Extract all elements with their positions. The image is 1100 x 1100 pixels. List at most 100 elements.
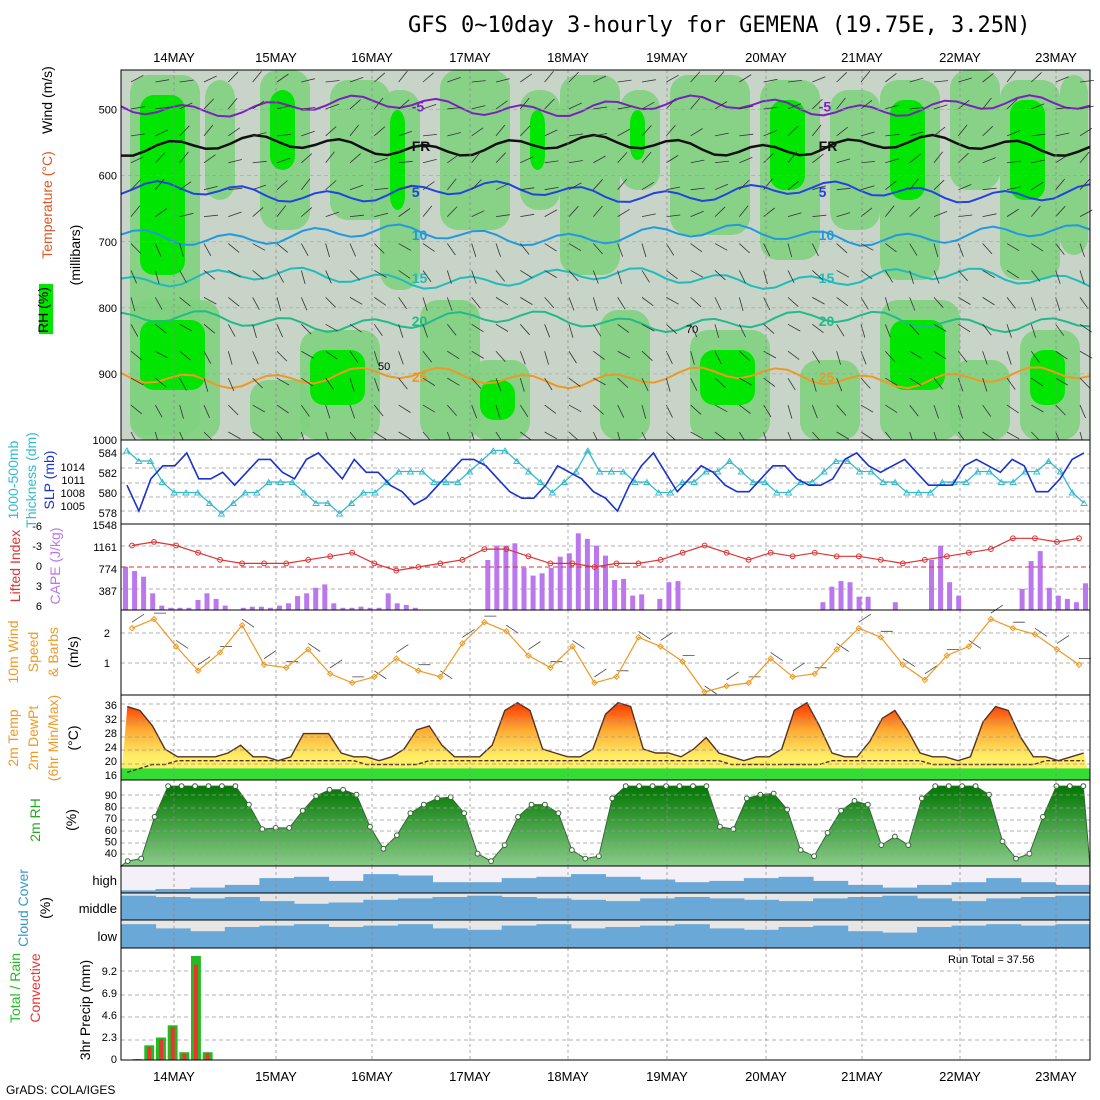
wind-barb [1006,431,1020,440]
wind-barb [787,151,798,164]
date-label-top: 20MAY [745,50,787,65]
wind-barb [714,377,726,388]
wind-barb [495,270,506,282]
wind-barb [690,270,704,278]
wind-barb [130,133,145,137]
cloud-bar [1055,924,1091,948]
precip-tick: 4.6 [102,1010,117,1022]
wind-barb [739,74,752,83]
wind-barb [665,378,671,392]
wind-speed-marker [1009,624,1017,632]
cape-bar [575,533,581,610]
wind-barb [252,184,267,191]
wind-barb [812,214,827,218]
wind-barb [495,323,509,332]
wind10m-barb [329,659,343,669]
thickness-marker [276,478,285,485]
wind-barb [325,80,340,83]
wind-barb [520,431,532,441]
cloud-bar [467,929,503,948]
wind-axis-label: Wind (m/s) [39,66,55,134]
thickness-marker [217,510,226,517]
wind-barb [252,132,267,137]
wind-barb [1006,70,1017,83]
wind-barb [666,186,681,191]
wind-barb [666,124,676,137]
cloud-bar [190,931,226,948]
wind-barb [884,270,894,283]
precip-tick: 2.3 [102,1032,117,1044]
wind-barb [933,126,946,137]
wind10m-barb [462,629,475,638]
wind-barb [544,351,549,365]
wind-barb [1079,270,1085,284]
wind-barb [690,210,704,217]
wind-barb [130,377,144,386]
cloud-bar [397,898,433,920]
wind10m-barb [968,640,982,649]
cape-bar [621,578,627,610]
wind-barb [812,185,826,191]
rh2m-marker [1066,783,1073,789]
wind-barb [666,324,677,334]
wind-barb [836,270,850,278]
wind-barb [398,186,413,191]
wind-barb [690,377,698,391]
li-tick: -6 [32,521,42,533]
wind-barb [276,134,291,137]
wind-barb [155,178,165,190]
wind-barb [1055,297,1061,311]
cloud-bar [917,884,953,893]
cloud-bar [709,880,745,894]
thickness-marker [418,468,427,475]
rh2m-marker [501,842,508,848]
li-marker [745,556,752,563]
wind-barb [885,180,897,191]
cloud-bar [536,924,572,948]
thickness-marker [891,478,899,485]
wind-barb [690,297,702,308]
rh-axis-label: RH (%) [35,287,51,333]
wind-barb [1006,404,1019,414]
slp-tick: 1008 [61,488,85,500]
wind-barb [179,102,193,110]
wind-barb [544,129,558,137]
wind-barb [301,178,311,190]
cloud-bar [294,903,330,920]
isotherm-label: 10 [412,227,428,243]
cape-bar [258,606,264,610]
li-marker [811,549,818,556]
wind-barb [203,378,209,392]
wind-barb [860,70,871,83]
cape-bar [412,607,418,610]
isotherm-label: 25 [412,369,428,385]
cape-bar [657,598,663,610]
wind-barb [325,180,337,190]
wind-barb [860,377,871,389]
wind-barb [446,297,453,311]
isotherm-line [120,366,1091,390]
rh-region [330,80,390,220]
pressure-tick: 600 [99,171,117,183]
li-marker [591,564,598,570]
li-marker [679,549,686,556]
wind10m-barb [1056,635,1070,644]
wind-barb [374,243,385,254]
wind-barb [714,71,725,83]
thickness-marker [371,489,379,496]
isotherm-label: -5 [412,98,425,114]
rh2m-marker [1053,783,1060,789]
thickness-marker [926,489,935,496]
wind-barb [958,77,972,83]
thickness-marker [347,499,356,506]
wind-barb [1031,404,1044,413]
wind-barb [276,404,289,414]
wind-speed-marker [657,643,664,650]
rh2m-marker [811,853,817,860]
wind-barb [447,107,462,110]
wind-barb [836,324,845,337]
wind-barb [690,404,702,415]
wind10m-barb [594,668,607,678]
wind-speed-marker [547,664,554,671]
